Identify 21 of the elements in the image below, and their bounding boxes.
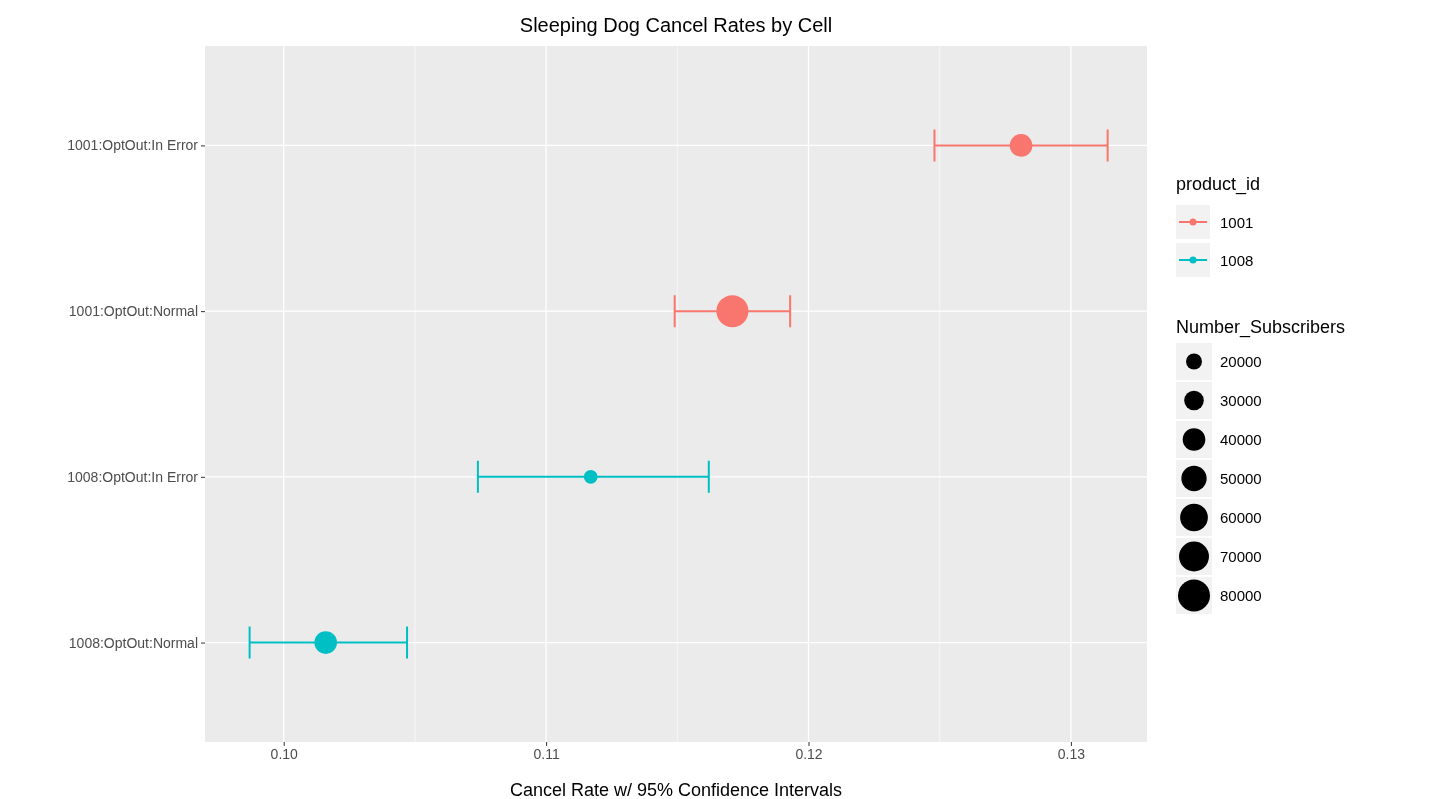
legend-label: 30000: [1220, 392, 1262, 409]
x-tick-label: 0.12: [795, 745, 823, 762]
legend-label: 20000: [1220, 353, 1262, 370]
legend-label: 50000: [1220, 470, 1262, 487]
y-tick-label: 1008:OptOut:Normal: [68, 634, 198, 651]
chart-title: Sleeping Dog Cancel Rates by Cell: [519, 14, 833, 36]
legend-label: 40000: [1220, 431, 1262, 448]
legend-title: product_id: [1176, 174, 1261, 195]
y-tick-label: 1001:OptOut:Normal: [68, 303, 198, 320]
y-tick-label: 1008:OptOut:In Error: [67, 468, 199, 485]
x-axis-title: Cancel Rate w/ 95% Confidence Intervals: [509, 780, 843, 799]
y-tick-label: 1001:OptOut:In Error: [67, 137, 199, 154]
legend-label: 70000: [1220, 548, 1262, 565]
x-tick-label: 0.11: [533, 745, 560, 762]
legend-label: 1008: [1220, 252, 1254, 269]
x-tick-label: 0.10: [270, 745, 299, 762]
legend-label: 60000: [1220, 509, 1262, 526]
x-tick-label: 0.13: [1057, 745, 1086, 762]
legend-label: 1001: [1220, 214, 1254, 231]
text: Number_Subscribers: [1176, 317, 1346, 338]
legend-label: 80000: [1220, 587, 1262, 604]
